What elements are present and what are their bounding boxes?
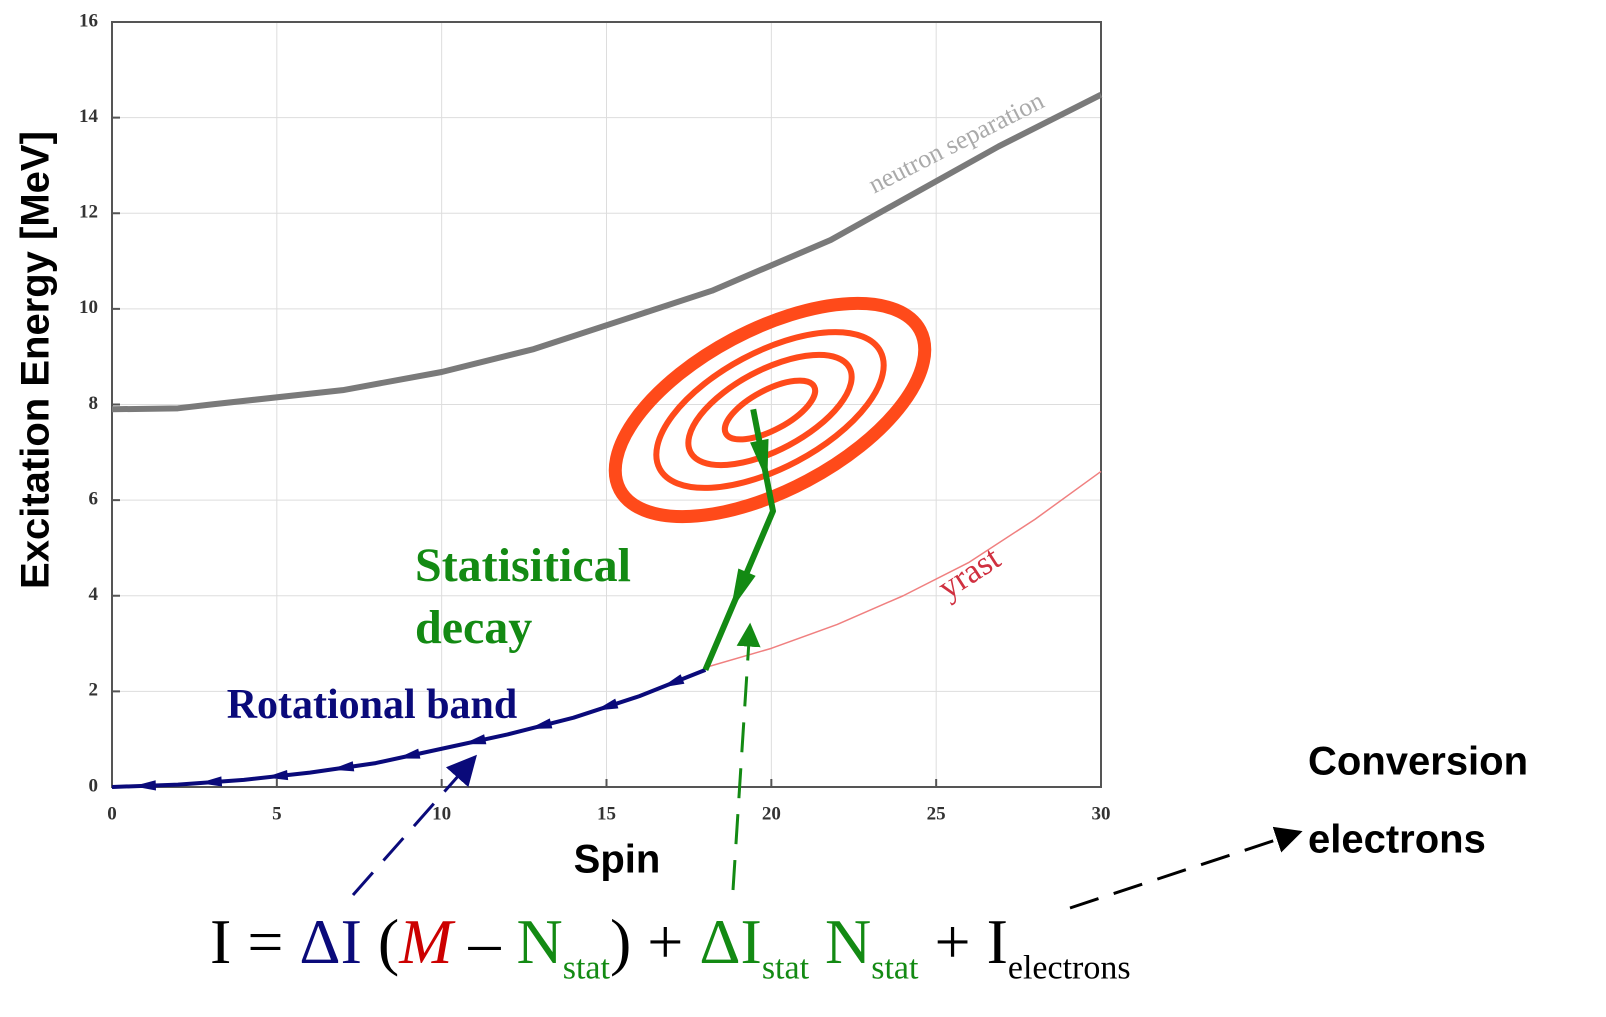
direction-arrow <box>330 761 355 772</box>
direction-arrow <box>132 780 156 791</box>
y-tick-label: 14 <box>79 106 99 127</box>
direction-arrow <box>264 769 289 781</box>
y-tick-label: 12 <box>79 202 98 223</box>
y-tick-label: 10 <box>79 297 98 318</box>
plot-frame <box>111 21 1102 788</box>
direction-arrow <box>750 438 769 482</box>
series-label: neutron separation <box>864 86 1049 199</box>
series-line <box>111 91 1103 413</box>
series-label: yrast <box>931 539 1007 606</box>
y-tick-label: 6 <box>89 488 99 509</box>
lines <box>111 91 1103 791</box>
formula-part: ) + <box>609 906 700 977</box>
direction-arrow <box>528 718 553 729</box>
direction-arrow <box>661 674 685 688</box>
formula-part: stat <box>871 949 919 987</box>
pointer-arrow <box>1069 826 1303 910</box>
direction-arrow <box>730 568 756 611</box>
y-tick-label: 0 <box>89 775 99 796</box>
series-line <box>705 470 1102 669</box>
formula-part: – <box>452 906 517 977</box>
formula: I = ΔI (M – Nstat) + ΔIstat Nstat + Iele… <box>210 905 1131 987</box>
x-tick-label: 5 <box>272 803 282 824</box>
direction-arrow <box>462 734 487 745</box>
y-axis-title: Excitation Energy [MeV] <box>14 131 58 589</box>
x-tick-label: 30 <box>1092 803 1111 824</box>
x-tick-label: 25 <box>927 803 946 824</box>
series-label: Rotational band <box>227 682 518 728</box>
direction-arrow <box>396 748 421 759</box>
hotspot <box>608 296 932 524</box>
formula-part: + I <box>918 906 1008 977</box>
y-tick-label: 16 <box>79 10 98 31</box>
formula-part: electrons <box>1007 949 1131 987</box>
formula-part: M <box>399 906 453 977</box>
side-label: electrons <box>1308 818 1486 862</box>
x-tick-label: 15 <box>597 803 616 824</box>
formula-part: stat <box>761 949 810 987</box>
y-tick-label: 2 <box>89 680 99 701</box>
x-tick-label: 0 <box>107 803 117 824</box>
formula-part: N <box>516 906 563 977</box>
side-label: Conversion <box>1308 740 1528 784</box>
x-tick-label: 20 <box>762 803 781 824</box>
direction-arrow <box>198 776 223 787</box>
formula-part: I = <box>210 906 300 977</box>
y-tick-label: 4 <box>89 584 99 605</box>
formula-part: stat <box>562 949 610 987</box>
formula-part: ( <box>361 906 400 977</box>
pointer-arrow <box>731 622 761 891</box>
pointer-arrow <box>351 754 477 896</box>
x-axis-title: Spin <box>574 838 661 882</box>
x-tick-label: 10 <box>432 803 451 824</box>
direction-arrow <box>595 698 619 711</box>
y-tick-label: 8 <box>89 393 99 414</box>
series-label: Statisitical decay <box>415 539 631 654</box>
formula-part: ΔI <box>699 906 762 977</box>
formula-part: ΔI <box>299 906 362 977</box>
formula-part: N <box>809 906 872 977</box>
